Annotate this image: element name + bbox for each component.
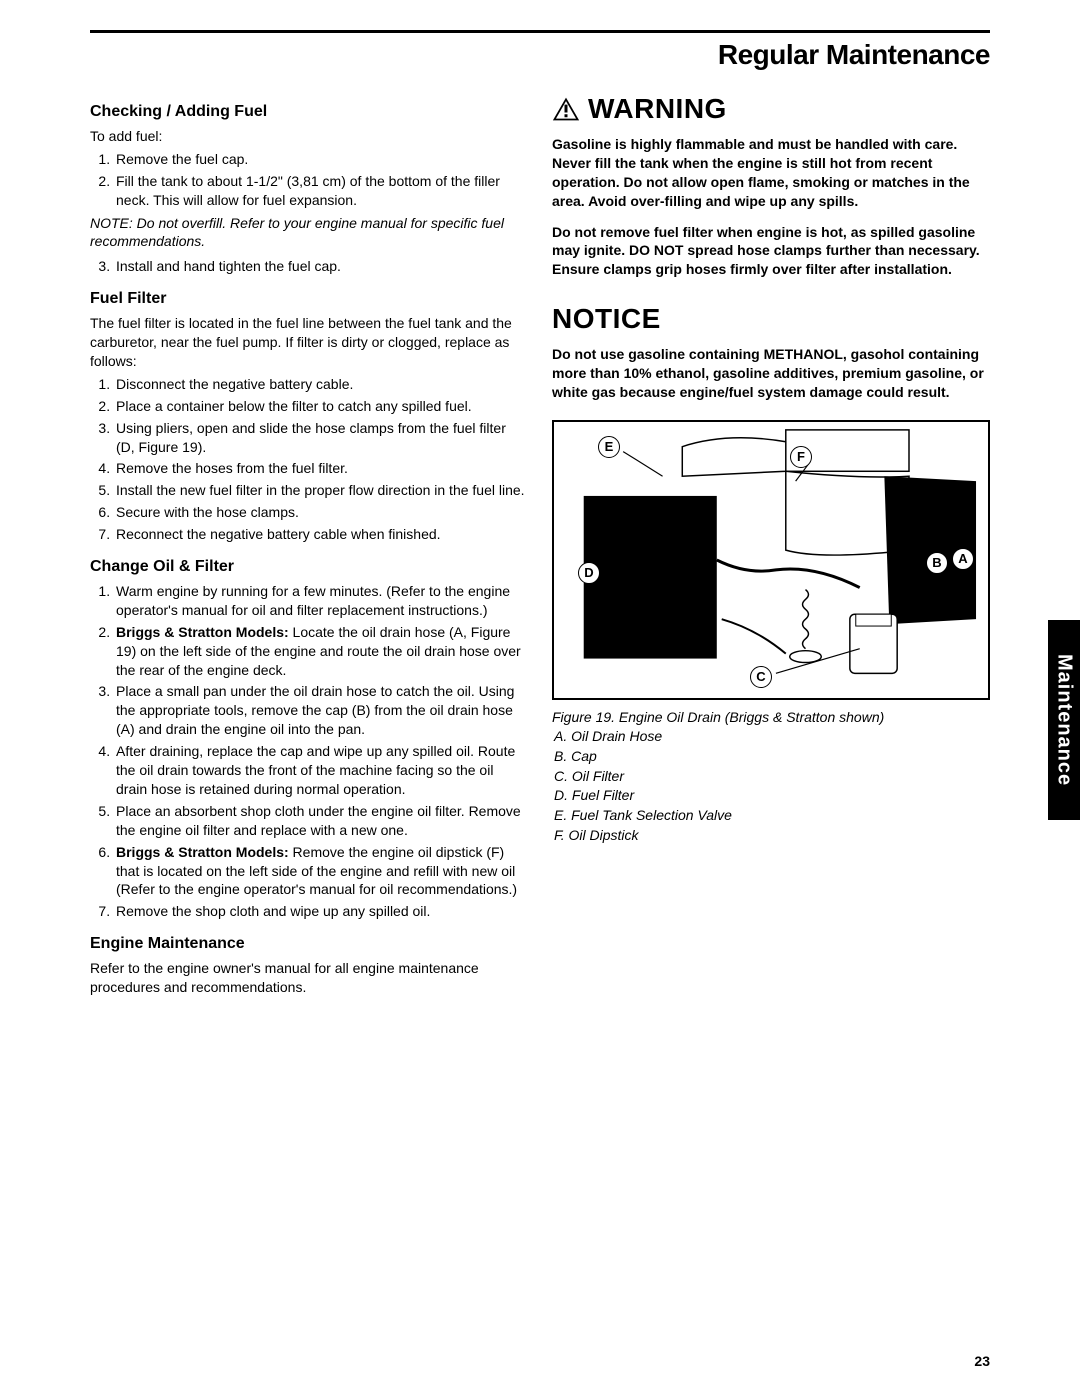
warning-triangle-icon [552,96,580,122]
list-item: Remove the hoses from the fuel filter. [114,459,528,478]
legend-item: E. Fuel Tank Selection Valve [554,806,990,825]
figure-caption: Figure 19. Engine Oil Drain (Briggs & St… [552,708,990,727]
legend-item: A. Oil Drain Hose [554,727,990,746]
left-column: Checking / Adding Fuel To add fuel: Remo… [90,89,528,1001]
note-overfill: NOTE: Do not overfill. Refer to your eng… [90,214,528,252]
bold-prefix: Briggs & Stratton Models: [116,624,289,640]
list-item: Using pliers, open and slide the hose cl… [114,419,528,457]
para-fuel-filter: The fuel filter is located in the fuel l… [90,314,528,371]
list-text: Remove the shop cloth and wipe up any sp… [116,903,430,919]
notice-para: Do not use gasoline containing METHANOL,… [552,345,990,402]
two-columns: Checking / Adding Fuel To add fuel: Remo… [90,89,990,1001]
heading-engine-maint: Engine Maintenance [90,935,528,953]
list-item: Reconnect the negative battery cable whe… [114,525,528,544]
callout-f: F [790,446,812,468]
figure-legend: A. Oil Drain Hose B. Cap C. Oil Filter D… [554,727,990,845]
list-item: Briggs & Stratton Models: Remove the eng… [114,843,528,900]
list-item: Install and hand tighten the fuel cap. [114,257,528,276]
figure-19-svg [554,422,988,698]
bold-prefix: Briggs & Stratton Models: [116,844,289,860]
warning-header: WARNING [552,93,990,125]
list-item: Place a small pan under the oil drain ho… [114,682,528,739]
right-column: WARNING Gasoline is highly flammable and… [552,89,990,1001]
legend-item: D. Fuel Filter [554,786,990,805]
legend-item: B. Cap [554,747,990,766]
legend-item: C. Oil Filter [554,767,990,786]
callout-d: D [578,562,600,584]
list-item: Place a container below the filter to ca… [114,397,528,416]
list-item: Disconnect the negative battery cable. [114,375,528,394]
list-add-fuel: Remove the fuel cap. Fill the tank to ab… [114,150,528,210]
side-tab: Maintenance [1048,620,1080,820]
intro-add-fuel: To add fuel: [90,127,528,146]
page: Regular Maintenance Checking / Adding Fu… [0,0,1080,1397]
list-item: Remove the shop cloth and wipe up any sp… [114,902,528,921]
side-tab-label: Maintenance [1053,654,1076,786]
list-text: Place a small pan under the oil drain ho… [116,683,514,737]
warning-para-1: Gasoline is highly flammable and must be… [552,135,990,211]
warning-title: WARNING [588,93,727,125]
list-item: Secure with the hose clamps. [114,503,528,522]
heading-fuel-filter: Fuel Filter [90,290,528,308]
list-item: Remove the fuel cap. [114,150,528,169]
warning-para-2: Do not remove fuel filter when engine is… [552,223,990,280]
heading-change-oil: Change Oil & Filter [90,558,528,576]
page-number: 23 [974,1353,990,1369]
top-rule [90,30,990,33]
callout-a: A [952,548,974,570]
list-item: Warm engine by running for a few minutes… [114,582,528,620]
list-text: After draining, replace the cap and wipe… [116,743,515,797]
figure-19-box: E F D B A C [552,420,990,700]
list-item: After draining, replace the cap and wipe… [114,742,528,799]
list-text: Warm engine by running for a few minutes… [116,583,510,618]
list-fuel-filter: Disconnect the negative battery cable. P… [114,375,528,544]
list-add-fuel-cont: Install and hand tighten the fuel cap. [114,257,528,276]
callout-c: C [750,666,772,688]
list-change-oil: Warm engine by running for a few minutes… [114,582,528,921]
list-item: Briggs & Stratton Models: Locate the oil… [114,623,528,680]
page-title: Regular Maintenance [90,39,990,71]
legend-item: F. Oil Dipstick [554,826,990,845]
notice-title: NOTICE [552,303,990,335]
callout-b: B [926,552,948,574]
para-engine-maint: Refer to the engine owner's manual for a… [90,959,528,997]
list-item: Place an absorbent shop cloth under the … [114,802,528,840]
list-item: Fill the tank to about 1-1/2" (3,81 cm) … [114,172,528,210]
list-item: Install the new fuel filter in the prope… [114,481,528,500]
list-text: Place an absorbent shop cloth under the … [116,803,521,838]
heading-checking-fuel: Checking / Adding Fuel [90,103,528,121]
callout-e: E [598,436,620,458]
